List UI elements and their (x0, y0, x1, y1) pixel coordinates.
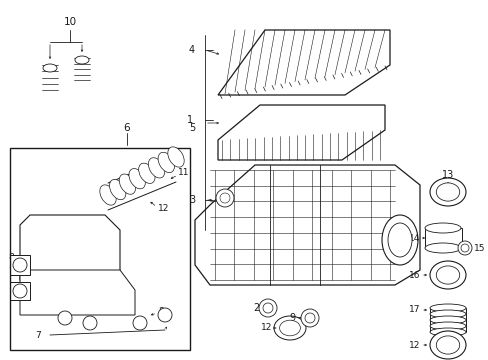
Ellipse shape (429, 316, 465, 324)
Ellipse shape (259, 299, 276, 317)
Text: 4: 4 (188, 45, 195, 55)
Text: 17: 17 (407, 306, 419, 315)
Polygon shape (20, 270, 135, 315)
Ellipse shape (43, 64, 57, 72)
Ellipse shape (109, 179, 125, 200)
Ellipse shape (424, 223, 460, 233)
Ellipse shape (435, 266, 459, 284)
Text: 8: 8 (158, 307, 163, 316)
Ellipse shape (133, 316, 147, 330)
Text: 16: 16 (407, 270, 419, 279)
Ellipse shape (429, 310, 465, 318)
Text: 12: 12 (408, 341, 419, 350)
Text: 9: 9 (288, 313, 294, 323)
Text: 7: 7 (35, 330, 41, 339)
Ellipse shape (301, 309, 318, 327)
Ellipse shape (460, 244, 468, 252)
Ellipse shape (58, 311, 72, 325)
Text: 10: 10 (63, 17, 77, 27)
Ellipse shape (13, 258, 27, 272)
Ellipse shape (100, 185, 116, 205)
Text: 12: 12 (260, 324, 271, 333)
Text: 5: 5 (188, 123, 195, 133)
Ellipse shape (435, 336, 459, 354)
Ellipse shape (429, 178, 465, 206)
Polygon shape (20, 215, 120, 290)
Ellipse shape (429, 331, 465, 359)
Ellipse shape (75, 56, 89, 64)
Text: 7: 7 (8, 267, 14, 276)
Ellipse shape (220, 193, 229, 203)
Polygon shape (195, 165, 419, 285)
Ellipse shape (148, 158, 164, 178)
Text: 6: 6 (123, 123, 130, 133)
Ellipse shape (167, 147, 184, 167)
Ellipse shape (83, 316, 97, 330)
Text: 11: 11 (178, 167, 189, 176)
Ellipse shape (387, 223, 411, 257)
Polygon shape (10, 282, 30, 300)
Ellipse shape (158, 152, 174, 172)
Ellipse shape (263, 303, 272, 313)
Ellipse shape (119, 174, 135, 194)
Text: 14: 14 (408, 234, 419, 243)
Bar (10, 148, 190, 350)
Ellipse shape (429, 322, 465, 330)
Ellipse shape (139, 163, 155, 184)
Ellipse shape (305, 313, 314, 323)
Ellipse shape (457, 241, 471, 255)
Polygon shape (10, 255, 30, 275)
Ellipse shape (129, 168, 145, 189)
Text: 15: 15 (473, 243, 485, 252)
Text: 8: 8 (8, 253, 14, 262)
Text: 12: 12 (158, 203, 169, 212)
Ellipse shape (273, 316, 305, 340)
Ellipse shape (435, 183, 459, 201)
Ellipse shape (279, 320, 300, 336)
Polygon shape (218, 30, 389, 95)
Ellipse shape (429, 304, 465, 312)
Ellipse shape (429, 328, 465, 336)
Ellipse shape (158, 308, 172, 322)
Polygon shape (424, 228, 461, 248)
Text: 3: 3 (188, 195, 195, 205)
Text: 1: 1 (186, 115, 193, 125)
Ellipse shape (424, 243, 460, 253)
Text: 13: 13 (441, 170, 453, 180)
Text: 2: 2 (253, 303, 260, 313)
Text: 8: 8 (38, 285, 43, 294)
Ellipse shape (216, 189, 234, 207)
Ellipse shape (381, 215, 417, 265)
Polygon shape (218, 105, 384, 160)
Ellipse shape (13, 284, 27, 298)
Ellipse shape (429, 261, 465, 289)
